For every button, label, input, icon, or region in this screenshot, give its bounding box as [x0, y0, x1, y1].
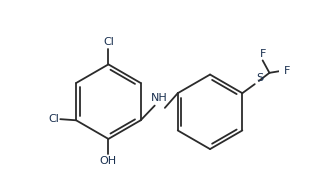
Text: F: F	[260, 49, 266, 59]
Text: Cl: Cl	[48, 114, 59, 124]
Text: Cl: Cl	[103, 37, 114, 47]
Text: S: S	[256, 73, 263, 83]
Text: NH: NH	[151, 93, 168, 103]
Text: OH: OH	[100, 156, 117, 166]
Text: F: F	[284, 66, 291, 76]
